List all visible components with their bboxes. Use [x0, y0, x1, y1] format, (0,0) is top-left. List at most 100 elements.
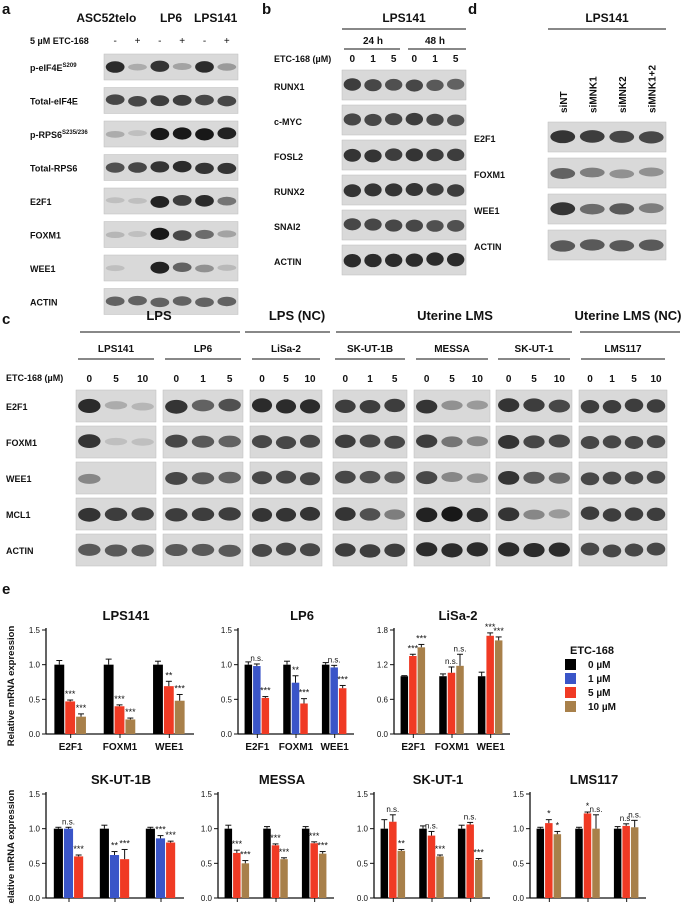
blot-band: [441, 506, 463, 522]
bar: [224, 828, 233, 898]
bar: [419, 828, 427, 898]
blot-band: [343, 218, 362, 231]
blot-band: [275, 399, 297, 414]
blot-background: [341, 139, 467, 171]
blot-band: [131, 402, 154, 411]
blot-band: [299, 472, 321, 486]
y-tick-label: 1.8: [377, 626, 389, 635]
legend-swatch: [565, 659, 576, 670]
bar: [271, 845, 280, 898]
bar: [301, 828, 310, 898]
blot-strip-foxm1-lp6: [162, 425, 244, 459]
bar: [486, 635, 494, 734]
bar: [283, 664, 291, 734]
blot-band: [609, 169, 635, 179]
significance-label: ***: [493, 626, 504, 636]
blot-band: [364, 183, 382, 197]
protein-label: E2F1: [30, 197, 52, 207]
cell-line-label: LiSa-2: [271, 344, 301, 355]
blot-band: [426, 252, 444, 266]
significance-label: n.s.: [590, 805, 603, 814]
blot-band: [466, 400, 488, 410]
blot-band: [195, 128, 214, 141]
dose-axis-label: ETC-168 (µM): [274, 54, 331, 64]
y-tick-label: 0.0: [29, 730, 41, 739]
bar: [321, 664, 330, 734]
blot-band: [523, 542, 545, 558]
blot-band: [195, 94, 214, 106]
dose-label: 10: [472, 374, 484, 385]
bar: [174, 700, 185, 734]
y-tick-label: 1.0: [29, 661, 41, 670]
dose-label: 0: [412, 54, 418, 65]
y-tick-label: 1.0: [201, 825, 213, 834]
blot-band: [359, 470, 381, 484]
legend-swatch: [565, 701, 576, 712]
significance-label: ***: [65, 689, 76, 699]
blot-strip-foxm1-messa: [413, 425, 491, 459]
blot-background: [341, 174, 467, 206]
bar: [583, 813, 592, 898]
blot-band: [78, 473, 101, 484]
bar: [622, 825, 630, 898]
chart-title: LiSa-2: [438, 608, 477, 623]
blot-band: [602, 471, 622, 485]
blot-band: [638, 167, 664, 177]
blot-band: [343, 113, 362, 126]
x-tick-label: E2F1: [401, 742, 425, 753]
blot-band: [548, 509, 570, 519]
blot-strip-actin: [103, 288, 239, 315]
blot-band: [128, 197, 147, 204]
blot-strip-actin-lisa-2: [249, 533, 323, 567]
blot-band: [580, 542, 600, 556]
blot-band: [275, 507, 297, 522]
dose-label: 10: [650, 374, 662, 385]
blot-band: [343, 148, 362, 162]
protein-label: FOXM1: [6, 438, 37, 448]
blot-band: [217, 63, 237, 71]
y-tick-label: 0.0: [201, 894, 213, 903]
dose-label: 1: [609, 374, 615, 385]
dose-label: 10: [137, 374, 149, 385]
blot-strip-actin-sk-ut-1b: [332, 533, 408, 567]
blot-band: [405, 79, 424, 92]
blot-band: [218, 544, 241, 557]
protein-label: Total-RPS6: [30, 164, 77, 174]
blot-band: [128, 95, 147, 107]
blot-strip-p-eif4e: [103, 53, 239, 81]
blot-band: [384, 509, 406, 520]
blot-band: [195, 195, 214, 207]
dose-label: 1: [432, 54, 438, 65]
dose-label: 5: [113, 374, 119, 385]
blot-band: [105, 265, 125, 272]
blot-band: [384, 148, 403, 161]
blot-strip-foxm1-sk-ut-1: [495, 425, 573, 459]
blot-band: [624, 398, 644, 412]
bar: [592, 828, 600, 898]
blot-strip-wee1: [547, 193, 667, 225]
bar: [261, 697, 270, 734]
dose-axis-label: ETC-168 (µM): [6, 373, 63, 383]
blot-band: [364, 253, 382, 268]
blot-band: [550, 240, 576, 252]
blot-band: [579, 130, 605, 143]
blot-strip-runx2: [341, 174, 467, 206]
blot-band: [646, 435, 666, 449]
blot-strip-e2f1-sk-ut-1: [495, 389, 573, 423]
blot-band: [172, 160, 192, 173]
condition-label: siMNK1: [588, 76, 599, 113]
blot-band: [165, 434, 188, 448]
panel-letter-d: d: [468, 1, 477, 18]
blot-band: [251, 543, 273, 557]
blot-band: [275, 542, 297, 556]
blot-band: [104, 401, 128, 410]
blot-band: [609, 240, 635, 252]
blot-strip-wee1-lps141: [75, 461, 157, 495]
blot-band: [251, 398, 273, 413]
dose-label: 5: [453, 54, 459, 65]
blot-band: [172, 62, 192, 71]
significance-label: n.s.: [62, 817, 75, 826]
blot-band: [426, 148, 444, 162]
dose-label: 1: [200, 374, 206, 385]
blot-background: [103, 221, 239, 248]
